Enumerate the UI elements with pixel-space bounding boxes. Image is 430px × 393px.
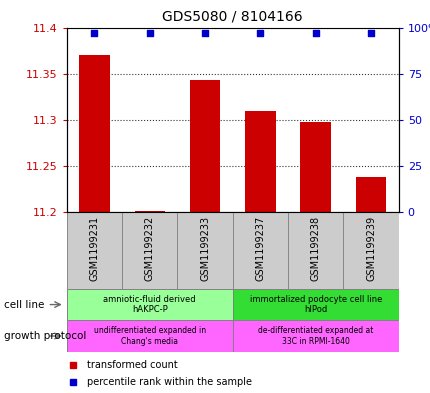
Text: GSM1199239: GSM1199239 xyxy=(365,216,375,281)
Text: GSM1199231: GSM1199231 xyxy=(89,216,99,281)
Bar xyxy=(245,110,275,212)
Bar xyxy=(300,122,330,212)
Bar xyxy=(190,80,220,212)
Text: GSM1199237: GSM1199237 xyxy=(255,216,265,281)
Bar xyxy=(287,212,343,289)
Text: GSM1199238: GSM1199238 xyxy=(310,216,320,281)
Text: percentile rank within the sample: percentile rank within the sample xyxy=(86,377,251,387)
Text: cell line: cell line xyxy=(4,299,45,310)
Point xyxy=(146,30,153,36)
Bar xyxy=(67,320,232,352)
Text: transformed count: transformed count xyxy=(86,360,177,370)
Text: growth protocol: growth protocol xyxy=(4,331,86,341)
Title: GDS5080 / 8104166: GDS5080 / 8104166 xyxy=(162,9,302,24)
Text: de-differentiated expanded at
33C in RPMI-1640: de-differentiated expanded at 33C in RPM… xyxy=(258,326,372,346)
Point xyxy=(367,30,374,36)
Text: immortalized podocyte cell line
hIPod: immortalized podocyte cell line hIPod xyxy=(249,295,381,314)
Bar xyxy=(232,320,398,352)
Bar xyxy=(122,212,177,289)
Bar xyxy=(343,212,398,289)
Bar xyxy=(232,289,398,320)
Text: undifferentiated expanded in
Chang's media: undifferentiated expanded in Chang's med… xyxy=(93,326,206,346)
Point xyxy=(311,30,318,36)
Point xyxy=(91,30,98,36)
Bar xyxy=(67,289,232,320)
Point xyxy=(256,30,263,36)
Point xyxy=(201,30,208,36)
Text: amniotic-fluid derived
hAKPC-P: amniotic-fluid derived hAKPC-P xyxy=(103,295,196,314)
Bar xyxy=(79,55,109,212)
Bar xyxy=(177,212,232,289)
Text: GSM1199232: GSM1199232 xyxy=(144,216,154,281)
Text: GSM1199233: GSM1199233 xyxy=(200,216,209,281)
Bar xyxy=(232,212,287,289)
Bar xyxy=(67,212,122,289)
Bar xyxy=(134,211,165,212)
Bar xyxy=(355,177,385,212)
